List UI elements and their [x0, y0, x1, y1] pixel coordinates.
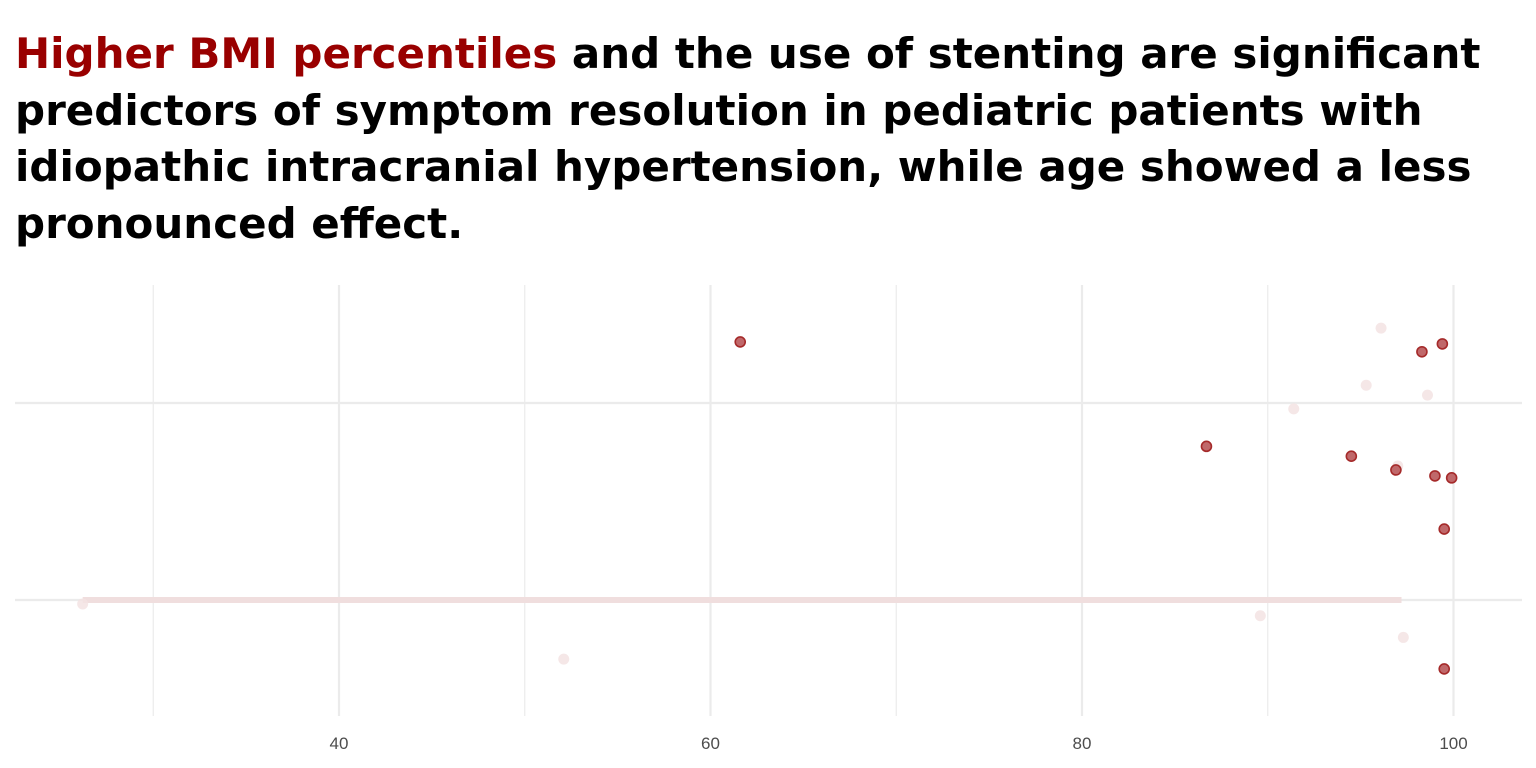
x-tick-label: 60	[701, 734, 720, 753]
data-point	[1438, 523, 1451, 535]
data-point-faded	[1397, 631, 1409, 643]
data-point	[1416, 345, 1428, 358]
data-point	[734, 336, 747, 348]
data-point	[1429, 470, 1441, 482]
x-tick-label: 40	[330, 734, 349, 753]
data-point-faded	[558, 653, 570, 665]
x-tick-label: 100	[1439, 734, 1467, 753]
title-rest: and the use of stenting are significant …	[15, 29, 1481, 248]
data-point	[1345, 450, 1358, 462]
data-point	[1436, 338, 1449, 350]
title-highlight: Higher BMI percentiles	[15, 29, 558, 78]
chart-title: Higher BMI percentiles and the use of st…	[15, 26, 1530, 252]
data-point-faded	[1360, 379, 1372, 391]
data-point	[1390, 464, 1402, 476]
data-point	[1200, 440, 1213, 453]
data-point-faded	[1421, 389, 1433, 401]
data-point	[1445, 472, 1458, 484]
data-point-faded	[1288, 403, 1300, 415]
data-point-faded	[1375, 322, 1387, 334]
x-tick-label: 80	[1073, 734, 1092, 753]
data-point	[1438, 663, 1451, 675]
data-point-faded	[77, 598, 89, 610]
data-point-faded	[1254, 610, 1266, 622]
